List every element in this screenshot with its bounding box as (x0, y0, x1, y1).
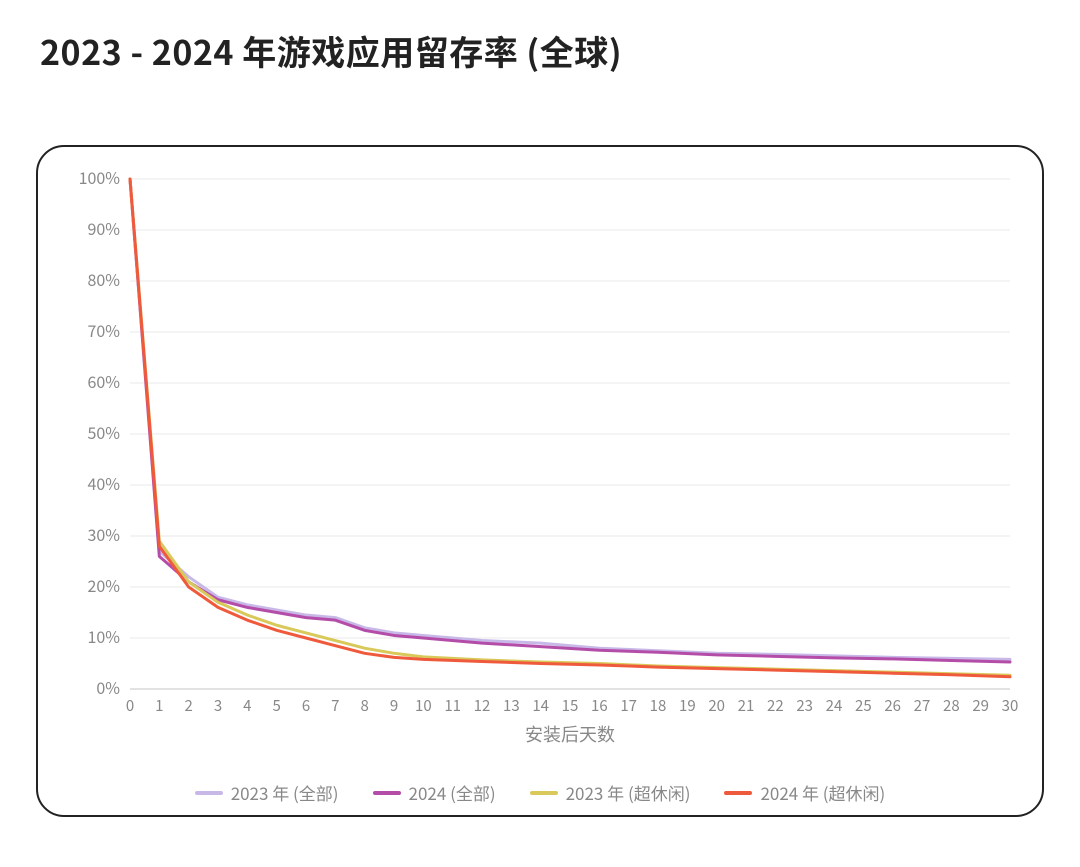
svg-text:24: 24 (826, 695, 843, 716)
svg-text:1: 1 (155, 695, 163, 716)
svg-text:11: 11 (444, 695, 461, 716)
svg-text:5: 5 (273, 695, 281, 716)
svg-text:29: 29 (972, 695, 989, 716)
legend-label: 2024 年 (超休闲) (760, 780, 885, 805)
legend-label: 2023 年 (全部) (231, 780, 339, 805)
svg-text:安装后天数: 安装后天数 (525, 721, 615, 747)
svg-text:70%: 70% (88, 318, 121, 342)
svg-text:21: 21 (738, 695, 755, 716)
svg-text:60%: 60% (88, 369, 121, 393)
svg-text:12: 12 (474, 695, 491, 716)
svg-text:6: 6 (302, 695, 310, 716)
legend-swatch (373, 791, 401, 795)
retention-line-chart: 0%10%20%30%40%50%60%70%80%90%100%0123456… (38, 147, 1042, 815)
svg-text:23: 23 (796, 695, 813, 716)
svg-text:20%: 20% (88, 573, 121, 597)
svg-text:20: 20 (708, 695, 725, 716)
svg-text:19: 19 (679, 695, 696, 716)
legend-item: 2024 (全部) (373, 780, 496, 805)
svg-text:9: 9 (390, 695, 398, 716)
svg-text:90%: 90% (88, 216, 121, 240)
svg-text:4: 4 (243, 695, 251, 716)
svg-text:40%: 40% (88, 471, 121, 495)
legend-item: 2024 年 (超休闲) (724, 780, 885, 805)
svg-text:15: 15 (562, 695, 579, 716)
svg-text:30: 30 (1002, 695, 1019, 716)
svg-text:10: 10 (415, 695, 432, 716)
legend-label: 2023 年 (超休闲) (566, 780, 691, 805)
svg-text:25: 25 (855, 695, 872, 716)
svg-text:30%: 30% (88, 522, 121, 546)
legend-swatch (724, 791, 752, 795)
svg-text:3: 3 (214, 695, 222, 716)
chart-title: 2023 - 2024 年游戏应用留存率 (全球) (40, 26, 1044, 75)
legend-swatch (530, 791, 558, 795)
svg-text:7: 7 (331, 695, 339, 716)
svg-text:100%: 100% (79, 165, 121, 189)
legend-item: 2023 年 (全部) (195, 780, 339, 805)
legend-item: 2023 年 (超休闲) (530, 780, 691, 805)
svg-text:80%: 80% (88, 267, 121, 291)
svg-text:26: 26 (884, 695, 901, 716)
svg-text:0%: 0% (96, 675, 120, 699)
svg-text:2: 2 (185, 695, 193, 716)
svg-text:18: 18 (650, 695, 667, 716)
chart-frame: 0%10%20%30%40%50%60%70%80%90%100%0123456… (36, 145, 1044, 817)
svg-text:14: 14 (532, 695, 549, 716)
svg-text:8: 8 (361, 695, 369, 716)
svg-text:10%: 10% (88, 624, 121, 648)
svg-text:16: 16 (591, 695, 608, 716)
svg-text:0: 0 (126, 695, 134, 716)
svg-text:22: 22 (767, 695, 784, 716)
legend-swatch (195, 791, 223, 795)
legend-label: 2024 (全部) (409, 780, 496, 805)
chart-legend: 2023 年 (全部) 2024 (全部) 2023 年 (超休闲) 2024 年 (… (38, 780, 1042, 805)
svg-text:17: 17 (620, 695, 637, 716)
svg-text:28: 28 (943, 695, 960, 716)
svg-text:50%: 50% (88, 420, 121, 444)
svg-text:13: 13 (503, 695, 520, 716)
svg-text:27: 27 (914, 695, 931, 716)
